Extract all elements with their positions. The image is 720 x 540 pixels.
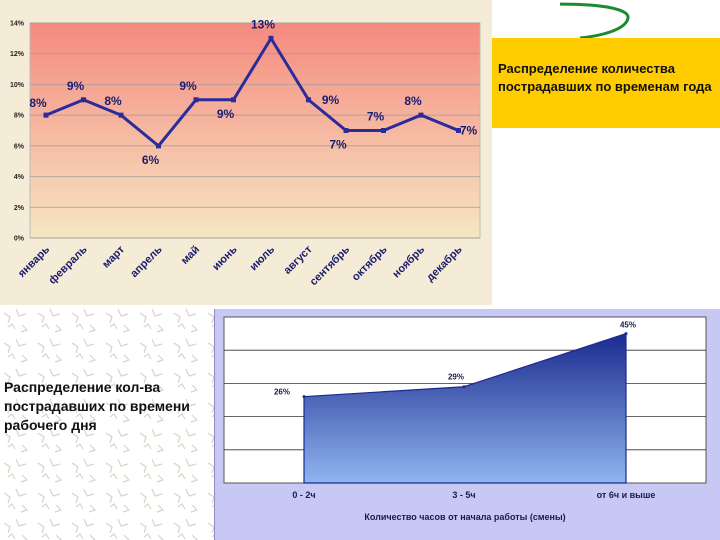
data-point <box>156 143 161 149</box>
season-chart-title: Распределение количества пострадавших по… <box>498 61 712 94</box>
y-tick-label: 12% <box>10 51 25 58</box>
data-point <box>624 332 628 336</box>
x-tick-label: январь <box>16 243 52 279</box>
data-label: 6% <box>142 153 160 167</box>
plot-area <box>29 22 481 239</box>
data-label: 9% <box>67 79 85 93</box>
x-tick-label: март <box>100 243 127 270</box>
y-tick-label: 4% <box>14 174 25 181</box>
data-label: 7% <box>329 138 347 152</box>
data-point <box>381 128 386 133</box>
data-label: 7% <box>460 124 478 138</box>
y-tick-label: 10% <box>10 82 25 89</box>
y-tick-label: 14% <box>10 21 25 28</box>
data-point <box>462 385 466 389</box>
data-label: 8% <box>29 96 47 110</box>
season-line-chart: 0% 2% 4% 6% 8% 10% 12% 14% 8% 9% 8% 6% 9% 9% 13% 9% 7% 7%… <box>10 17 481 288</box>
data-point <box>418 112 424 118</box>
x-tick-label: 0 - 2ч <box>292 490 315 500</box>
data-label: 9% <box>217 107 235 121</box>
x-tick-label: октябрь <box>350 243 390 283</box>
x-tick-label: июль <box>248 243 278 273</box>
data-label: 7% <box>367 110 385 124</box>
data-label: 29% <box>448 373 464 382</box>
x-tick-label: от 6ч и выше <box>597 490 656 500</box>
x-tick-label: ноябрь <box>390 243 427 280</box>
data-label: 13% <box>251 17 275 31</box>
x-tick-label: декабрь <box>424 243 464 283</box>
data-point <box>118 112 124 118</box>
workday-chart-title: Распределение кол-ва пострадавших по вре… <box>4 379 190 433</box>
area-series <box>303 332 627 484</box>
season-title-box <box>492 38 720 128</box>
data-point <box>302 395 306 399</box>
x-tick-label: июнь <box>210 243 240 273</box>
data-point <box>343 128 349 133</box>
data-label: 45% <box>620 321 636 330</box>
y-tick-label: 6% <box>14 143 25 150</box>
data-point <box>193 97 199 103</box>
series-line <box>45 35 460 148</box>
y-tick-label: 0% <box>14 236 25 243</box>
y-tick-label: 8% <box>14 113 25 120</box>
data-label: 9% <box>322 93 340 107</box>
data-label: 8% <box>104 94 122 108</box>
y-tick-label: 2% <box>14 205 25 212</box>
data-point <box>43 112 49 118</box>
x-tick-label: август <box>282 243 316 277</box>
data-point <box>456 128 461 133</box>
data-point <box>268 35 274 41</box>
decorative-swirl <box>560 2 630 40</box>
workday-area-chart: 26% 29% 45% 0 - 2ч 3 - 5ч от 6ч и выше Количес… <box>223 316 707 522</box>
data-point <box>81 97 86 103</box>
x-tick-label: 3 - 5ч <box>452 490 475 500</box>
x-tick-label: февраль <box>47 243 90 286</box>
data-label: 26% <box>274 388 290 397</box>
x-tick-label: апрель <box>128 243 164 279</box>
x-axis-title: Количество часов от начала работы (смены… <box>364 512 565 522</box>
data-point <box>231 97 236 103</box>
data-label: 9% <box>179 79 197 93</box>
x-tick-label: май <box>179 244 202 267</box>
data-label: 8% <box>404 94 422 108</box>
decorative-pattern <box>0 305 230 540</box>
data-point <box>306 97 311 103</box>
x-tick-label: сентябрь <box>308 243 353 288</box>
